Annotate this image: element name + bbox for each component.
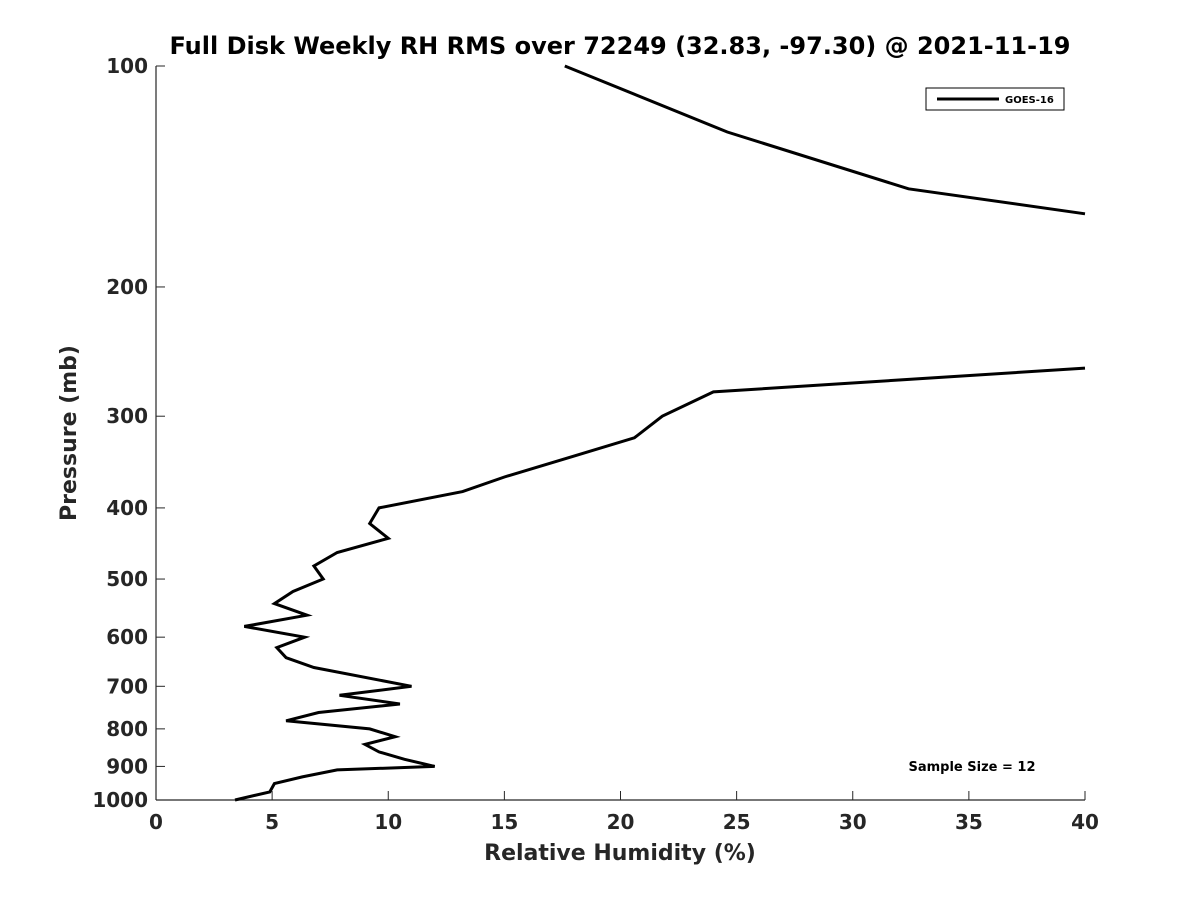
x-tick-label: 0 (149, 810, 163, 834)
y-tick-label: 100 (106, 54, 148, 78)
series-line-goes-16 (234, 366, 1086, 802)
y-tick-label: 400 (106, 496, 148, 520)
series-line-goes-16 (564, 64, 1086, 216)
y-tick-label: 300 (106, 404, 148, 428)
x-tick-label: 30 (839, 810, 867, 834)
y-axis-ticks: 100 200 300 400 500 600 700 800 900 1000 (92, 54, 165, 812)
y-tick-label: 900 (106, 754, 148, 778)
x-axis-ticks: 0 5 10 15 20 25 30 35 40 (149, 791, 1099, 834)
x-tick-label: 5 (265, 810, 279, 834)
chart-title: Full Disk Weekly RH RMS over 72249 (32.8… (169, 32, 1070, 60)
y-tick-label: 1000 (92, 788, 148, 812)
x-tick-label: 15 (490, 810, 518, 834)
x-tick-label: 35 (955, 810, 983, 834)
y-tick-label: 600 (106, 625, 148, 649)
y-tick-label: 700 (106, 674, 148, 698)
x-tick-label: 10 (374, 810, 402, 834)
sample-size-annotation: Sample Size = 12 (908, 760, 1035, 775)
x-tick-label: 20 (607, 810, 635, 834)
x-tick-label: 25 (723, 810, 751, 834)
y-tick-label: 500 (106, 567, 148, 591)
x-tick-label: 40 (1071, 810, 1099, 834)
plot-frame (155, 66, 1085, 801)
y-axis-label: Pressure (mb) (57, 345, 82, 521)
legend-label-goes-16: GOES-16 (1005, 95, 1054, 106)
y-tick-label: 800 (106, 717, 148, 741)
legend: GOES-16 (925, 87, 1065, 111)
series-layer (234, 64, 1086, 802)
y-tick-label: 200 (106, 275, 148, 299)
x-axis-label: Relative Humidity (%) (484, 841, 756, 866)
